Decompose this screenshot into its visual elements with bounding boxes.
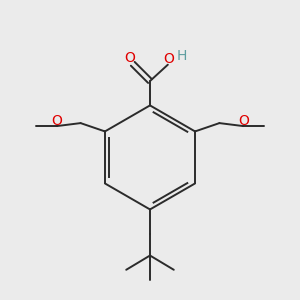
Text: O: O <box>124 52 135 65</box>
Text: O: O <box>238 114 249 128</box>
Text: O: O <box>51 114 62 128</box>
Text: O: O <box>164 52 175 66</box>
Text: H: H <box>177 49 187 63</box>
